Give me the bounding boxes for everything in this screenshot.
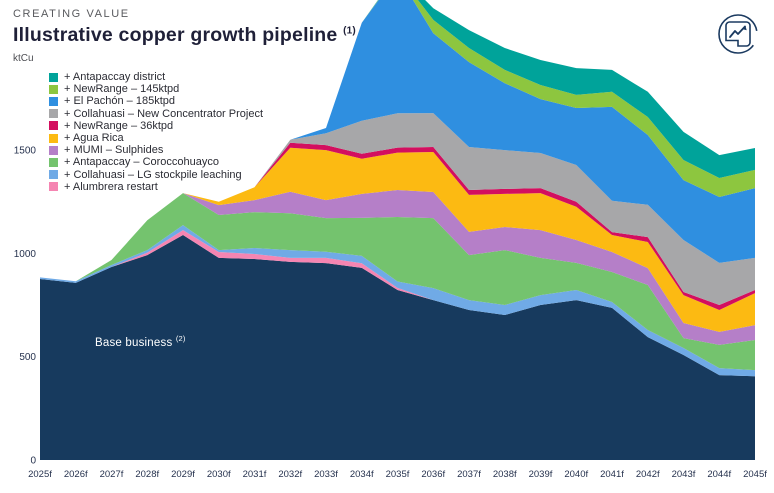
- x-axis-tick-label: 2042f: [636, 469, 660, 480]
- legend-label: + Agua Rica: [64, 132, 124, 145]
- y-axis-unit-label: ktCu: [13, 53, 34, 64]
- x-axis-tick-label: 2031f: [243, 469, 267, 480]
- x-axis-tick-label: 2025f: [28, 469, 52, 480]
- title-footnote-marker: (1): [343, 25, 356, 37]
- area-series-collahuasi-new-concentrator-project: [40, 113, 755, 305]
- area-series-antapaccay-coroccohuayco: [40, 193, 755, 371]
- y-axis-tick-label: 500: [19, 352, 36, 363]
- slide-header: CREATING VALUE Illustrative copper growt…: [13, 8, 356, 64]
- x-axis-tick-label: 2027f: [100, 469, 124, 480]
- legend-swatch: [49, 133, 58, 143]
- x-axis-tick-label: 2037f: [457, 469, 481, 480]
- legend-swatch: [49, 145, 58, 155]
- legend-label: + NewRange – 145ktpd: [64, 83, 180, 96]
- area-series-el-pach-n-185ktpd: [40, 0, 755, 282]
- area-series-agua-rica: [40, 147, 755, 332]
- x-axis-tick-label: 2036f: [421, 469, 445, 480]
- growth-trend-icon: [718, 14, 758, 54]
- legend-swatch: [49, 72, 58, 82]
- x-axis-tick-label: 2033f: [314, 469, 338, 480]
- legend-item: + Collahuasi – LG stockpile leaching: [49, 169, 263, 181]
- y-axis-tick-label: 1500: [14, 146, 37, 157]
- legend-swatch: [49, 84, 58, 94]
- legend-swatch: [49, 109, 58, 119]
- area-series-mumi-sulphides: [40, 190, 755, 345]
- legend-item: + El Pachón – 185ktpd: [49, 95, 263, 107]
- legend-label: + Collahuasi – New Concentrator Project: [64, 107, 264, 120]
- x-axis-tick-label: 2038f: [493, 469, 517, 480]
- icon-arrow-head: [741, 26, 747, 31]
- icon-circle: [718, 14, 758, 54]
- y-axis-tick-label: 0: [30, 456, 36, 467]
- chart-legend: + Antapaccay district + NewRange – 145ktp…: [49, 71, 263, 193]
- legend-item: + Antapaccay district: [49, 71, 263, 83]
- legend-label: + MUMI – Sulphides: [64, 144, 164, 157]
- legend-item: + Agua Rica: [49, 132, 263, 144]
- x-axis-tick-label: 2044f: [707, 469, 731, 480]
- legend-item: + Collahuasi – New Concentrator Project: [49, 108, 263, 120]
- x-axis-tick-label: 2030f: [207, 469, 231, 480]
- legend-swatch: [49, 182, 58, 192]
- area-series-base-business-2: [40, 235, 755, 460]
- icon-trend-arrow: [729, 25, 746, 38]
- x-axis-tick-label: 2040f: [564, 469, 588, 480]
- legend-swatch: [49, 157, 58, 167]
- legend-label: + Antapaccay district: [64, 71, 166, 84]
- legend-item: + NewRange – 145ktpd: [49, 83, 263, 95]
- legend-item: + NewRange – 36ktpd: [49, 120, 263, 132]
- legend-label: + El Pachón – 185ktpd: [64, 95, 175, 108]
- area-series-antapaccay-district: [40, 0, 755, 282]
- x-axis-tick-label: 2035f: [386, 469, 410, 480]
- base-business-area-label: Base business (2): [95, 334, 186, 349]
- legend-label: + Alumbrera restart: [64, 180, 158, 193]
- base-footnote-marker: (2): [175, 334, 186, 343]
- x-axis-tick-label: 2029f: [171, 469, 195, 480]
- x-axis-tick-label: 2043f: [672, 469, 696, 480]
- x-axis-tick-label: 2045f: [743, 469, 767, 480]
- x-axis-tick-label: 2032f: [278, 469, 302, 480]
- x-axis-tick-label: 2039f: [529, 469, 553, 480]
- legend-label: + Antapaccay – Coroccohuayco: [64, 156, 220, 169]
- legend-label: + Collahuasi – LG stockpile leaching: [64, 168, 242, 181]
- area-series-newrange-36ktpd: [40, 142, 755, 310]
- legend-label: + NewRange – 36ktpd: [64, 119, 174, 132]
- y-axis-tick-label: 1000: [14, 249, 37, 260]
- legend-item: + Alumbrera restart: [49, 181, 263, 193]
- eyebrow-text: CREATING VALUE: [13, 8, 130, 20]
- legend-swatch: [49, 170, 58, 180]
- x-axis-tick-label: 2034f: [350, 469, 374, 480]
- x-axis-tick-label: 2041f: [600, 469, 624, 480]
- legend-swatch: [49, 96, 58, 106]
- legend-item: + MUMI – Sulphides: [49, 144, 263, 156]
- legend-swatch: [49, 121, 58, 131]
- legend-item: + Antapaccay – Coroccohuayco: [49, 156, 263, 168]
- x-axis-tick-label: 2028f: [135, 469, 159, 480]
- x-axis-tick-label: 2026f: [64, 469, 88, 480]
- page-title: Illustrative copper growth pipeline (1): [13, 24, 356, 46]
